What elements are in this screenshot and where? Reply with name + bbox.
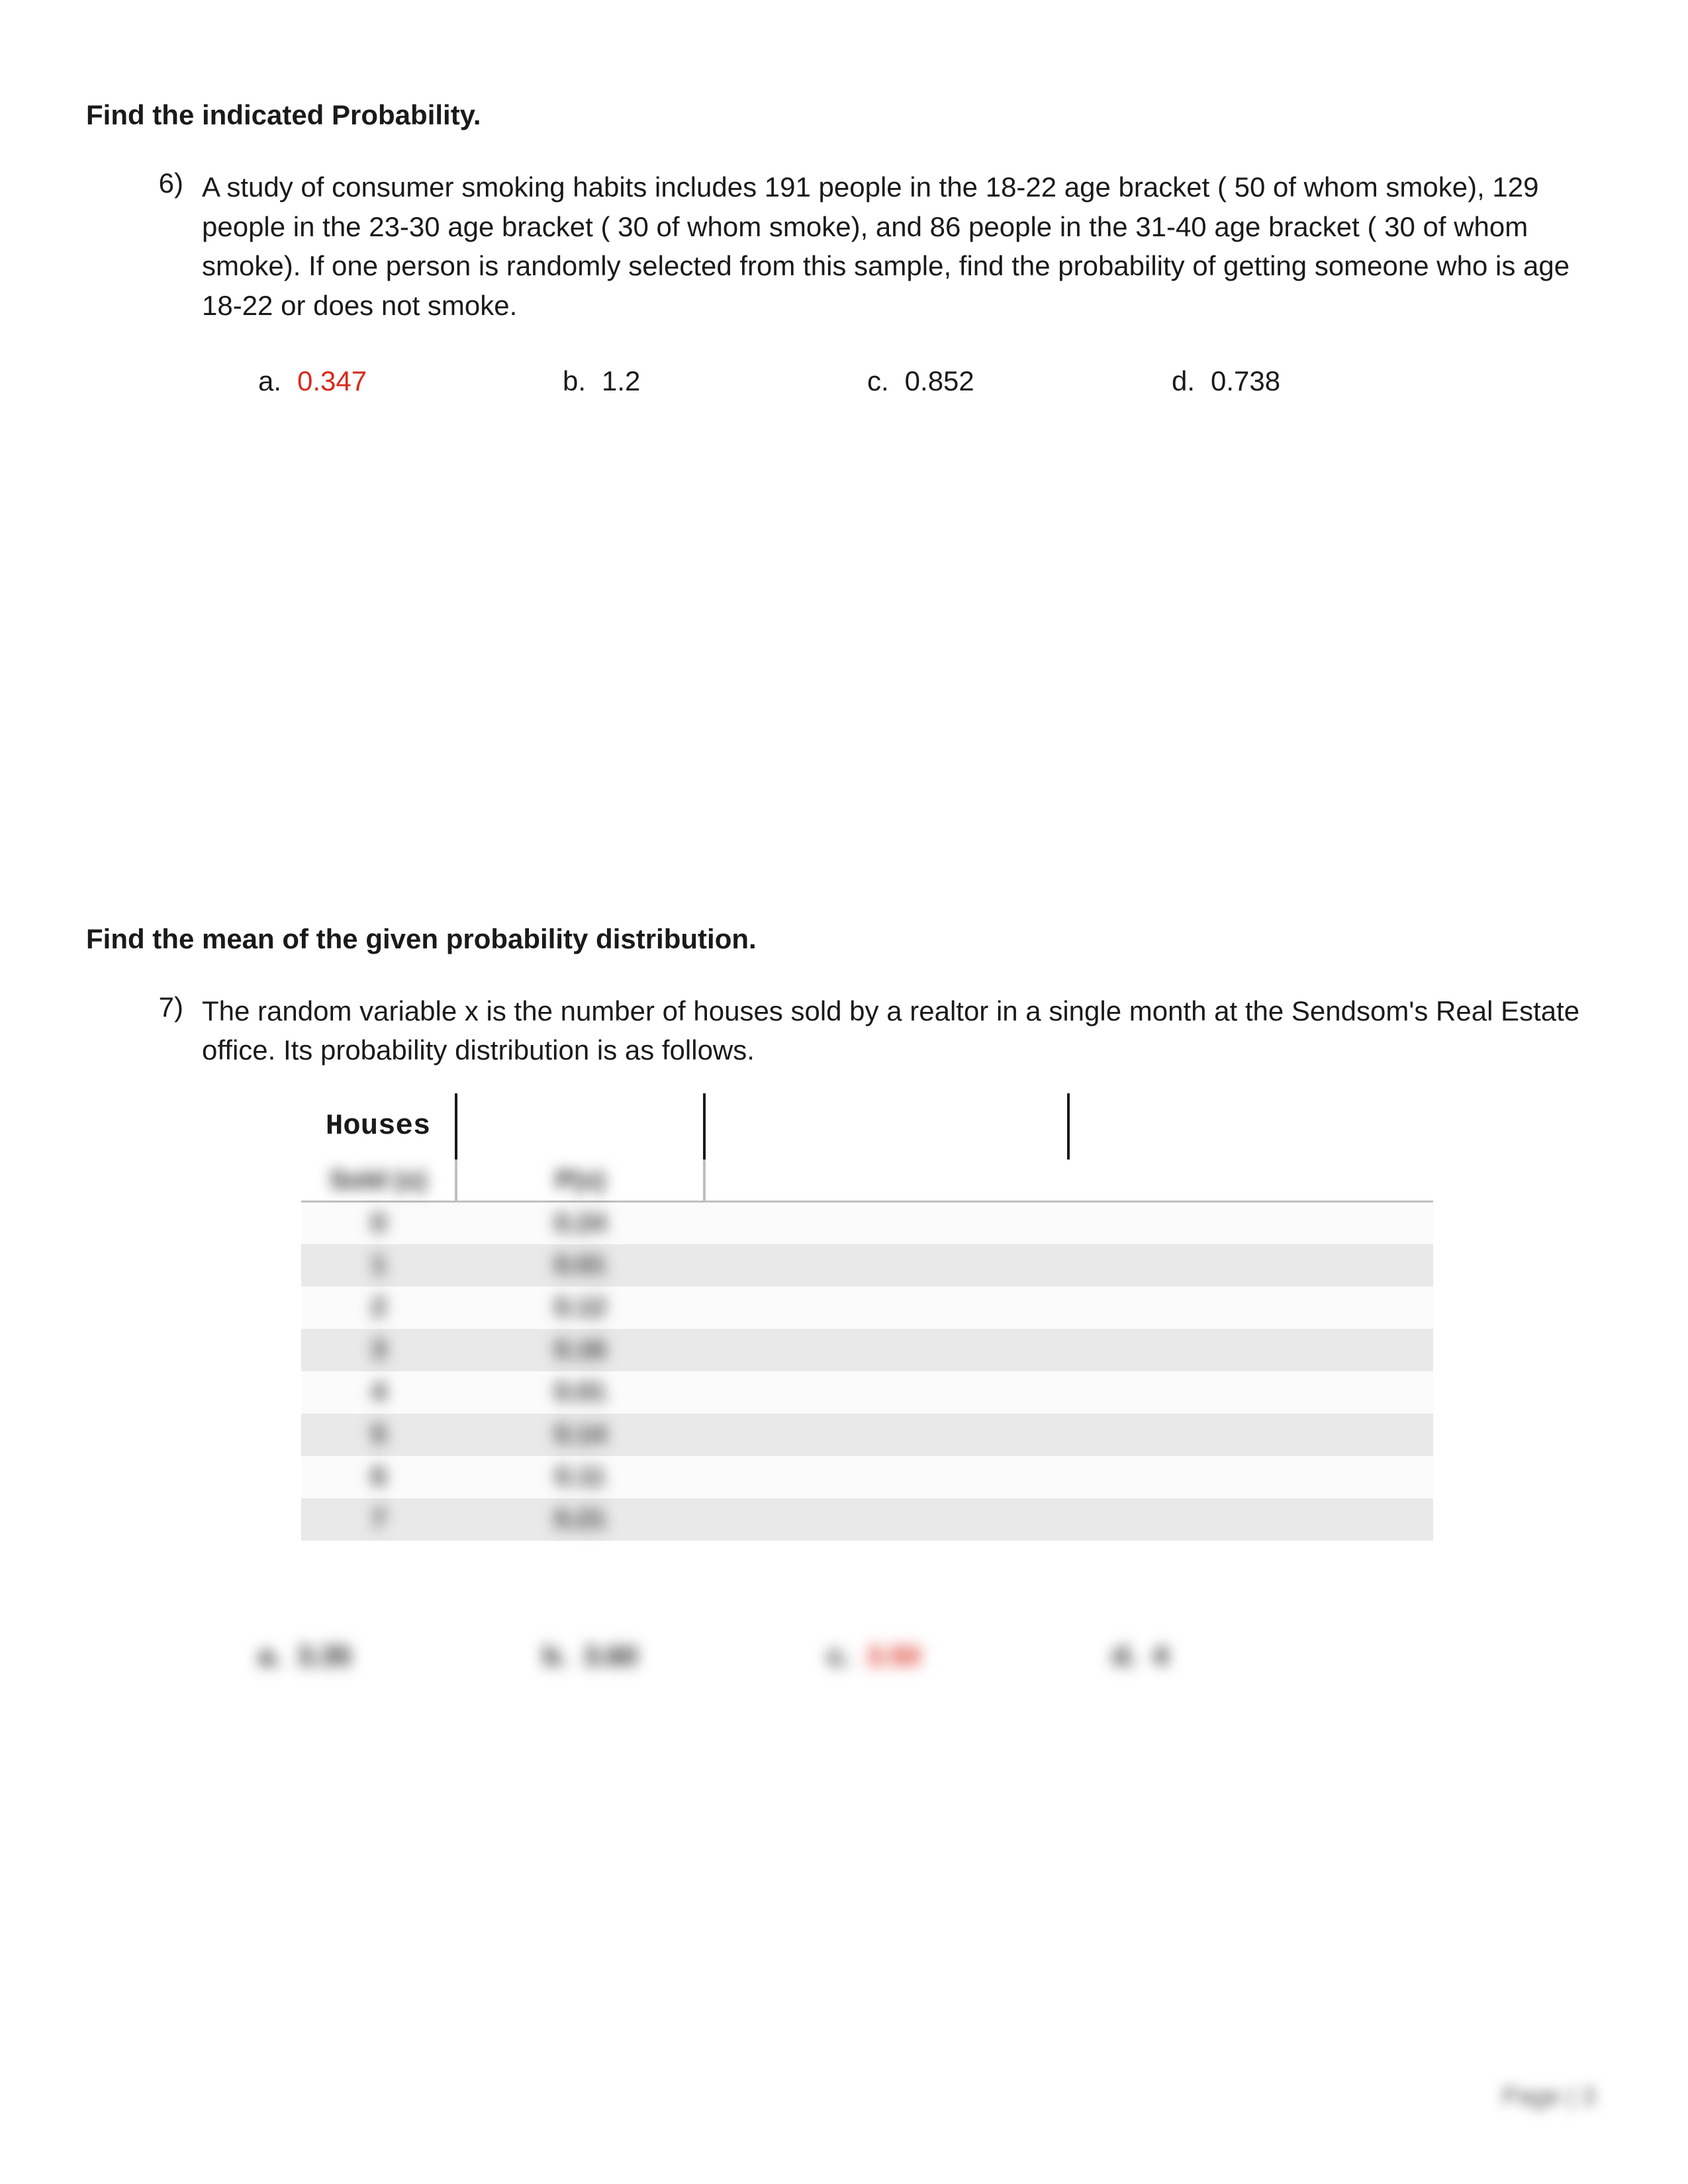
table-row: 2 0.12: [301, 1287, 1433, 1329]
answer-label: a.: [258, 1640, 297, 1672]
answer-label: b.: [543, 1640, 583, 1672]
cell: 0.01: [456, 1244, 704, 1287]
table-row: 5 0.14: [301, 1414, 1433, 1456]
cell: [704, 1244, 1068, 1287]
question-text: The random variable x is the number of h…: [202, 991, 1602, 1070]
answer-value: 4: [1152, 1640, 1168, 1672]
answer-row-q6: a. 0.347 b. 1.2 c. 0.852 d. 0.738: [142, 365, 1602, 397]
answer-value: 3.35: [297, 1640, 352, 1672]
page-footer: Page | 3: [1502, 2083, 1595, 2111]
answer-option-b: b. 3.60: [543, 1640, 827, 1672]
cell: [1068, 1414, 1433, 1456]
cell: [1068, 1498, 1433, 1541]
answer-option-d: d. 0.738: [1172, 365, 1476, 397]
answer-label: c.: [827, 1640, 867, 1672]
answer-value: 1.2: [602, 365, 640, 397]
table-header-row: Houses: [301, 1093, 1433, 1160]
cell: [704, 1498, 1068, 1541]
answer-value: 0.347: [297, 365, 367, 397]
question-number: 7): [142, 991, 202, 1023]
cell: [704, 1202, 1068, 1244]
answer-label: d.: [1112, 1640, 1152, 1672]
cell: [1068, 1329, 1433, 1371]
cell: 5: [301, 1414, 456, 1456]
cell: [704, 1287, 1068, 1329]
question-6: 6) A study of consumer smoking habits in…: [86, 167, 1602, 397]
cell: [704, 1329, 1068, 1371]
cell: 7: [301, 1498, 456, 1541]
answer-label: d.: [1172, 365, 1211, 397]
answer-label: a.: [258, 365, 297, 397]
page: Find the indicated Probability. 6) A stu…: [0, 0, 1688, 2184]
answer-label: b.: [563, 365, 602, 397]
answer-value: 0.738: [1211, 365, 1280, 397]
answer-option-c: c. 3.50: [827, 1640, 1112, 1672]
table-row: 4 0.01: [301, 1371, 1433, 1414]
cell: 2: [301, 1287, 456, 1329]
cell: [1068, 1456, 1433, 1498]
question-number: 6): [142, 167, 202, 199]
th-probability: [456, 1093, 704, 1160]
th-blank-2: [1068, 1093, 1433, 1160]
table-subheader-row: Sold (x) P(x): [301, 1160, 1433, 1202]
table-row: 1 0.01: [301, 1244, 1433, 1287]
answer-option-b: b. 1.2: [563, 365, 867, 397]
answer-option-a: a. 3.35: [258, 1640, 543, 1672]
cell: 0.24: [456, 1202, 704, 1244]
th-blank-1: [704, 1093, 1068, 1160]
sub-header: P(x): [456, 1160, 704, 1202]
sub-header: [704, 1160, 1068, 1202]
answer-label: c.: [867, 365, 905, 397]
question-7: 7) The random variable x is the number o…: [86, 991, 1602, 1672]
table-row: 6 0.11: [301, 1456, 1433, 1498]
answer-option-d: d. 4: [1112, 1640, 1397, 1672]
probability-table: Houses Sold (x) P(x) 0 0.: [301, 1093, 1433, 1541]
cell: 0.16: [456, 1329, 704, 1371]
cell: 1: [301, 1244, 456, 1287]
cell: [704, 1456, 1068, 1498]
cell: 6: [301, 1456, 456, 1498]
cell: 0.11: [456, 1456, 704, 1498]
cell: 4: [301, 1371, 456, 1414]
section-title-1: Find the indicated Probability.: [86, 99, 1602, 131]
cell: [1068, 1202, 1433, 1244]
table-row: 7 0.21: [301, 1498, 1433, 1541]
cell: 3: [301, 1329, 456, 1371]
cell: 0: [301, 1202, 456, 1244]
cell: 0.12: [456, 1287, 704, 1329]
cell: 0.14: [456, 1414, 704, 1456]
cell: [1068, 1287, 1433, 1329]
section-title-2: Find the mean of the given probability d…: [86, 923, 1602, 955]
answer-value: 0.852: [905, 365, 974, 397]
cell: [704, 1371, 1068, 1414]
table: Houses Sold (x) P(x) 0 0.: [301, 1093, 1433, 1541]
sub-header: [1068, 1160, 1433, 1202]
answer-value: 3.50: [867, 1640, 921, 1672]
cell: 0.01: [456, 1371, 704, 1414]
cell: [1068, 1371, 1433, 1414]
cell: [1068, 1244, 1433, 1287]
answer-row-q7: a. 3.35 b. 3.60 c. 3.50 d. 4: [142, 1640, 1602, 1672]
question-row: 6) A study of consumer smoking habits in…: [142, 167, 1602, 326]
question-row: 7) The random variable x is the number o…: [142, 991, 1602, 1070]
table-row: 3 0.16: [301, 1329, 1433, 1371]
cell: 0.21: [456, 1498, 704, 1541]
spacer: [86, 440, 1602, 923]
cell: [704, 1414, 1068, 1456]
th-houses: Houses: [301, 1093, 456, 1160]
question-text: A study of consumer smoking habits inclu…: [202, 167, 1602, 326]
answer-option-a: a. 0.347: [258, 365, 563, 397]
table-row: 0 0.24: [301, 1202, 1433, 1244]
answer-option-c: c. 0.852: [867, 365, 1172, 397]
sub-header: Sold (x): [301, 1160, 456, 1202]
answer-value: 3.60: [583, 1640, 637, 1672]
